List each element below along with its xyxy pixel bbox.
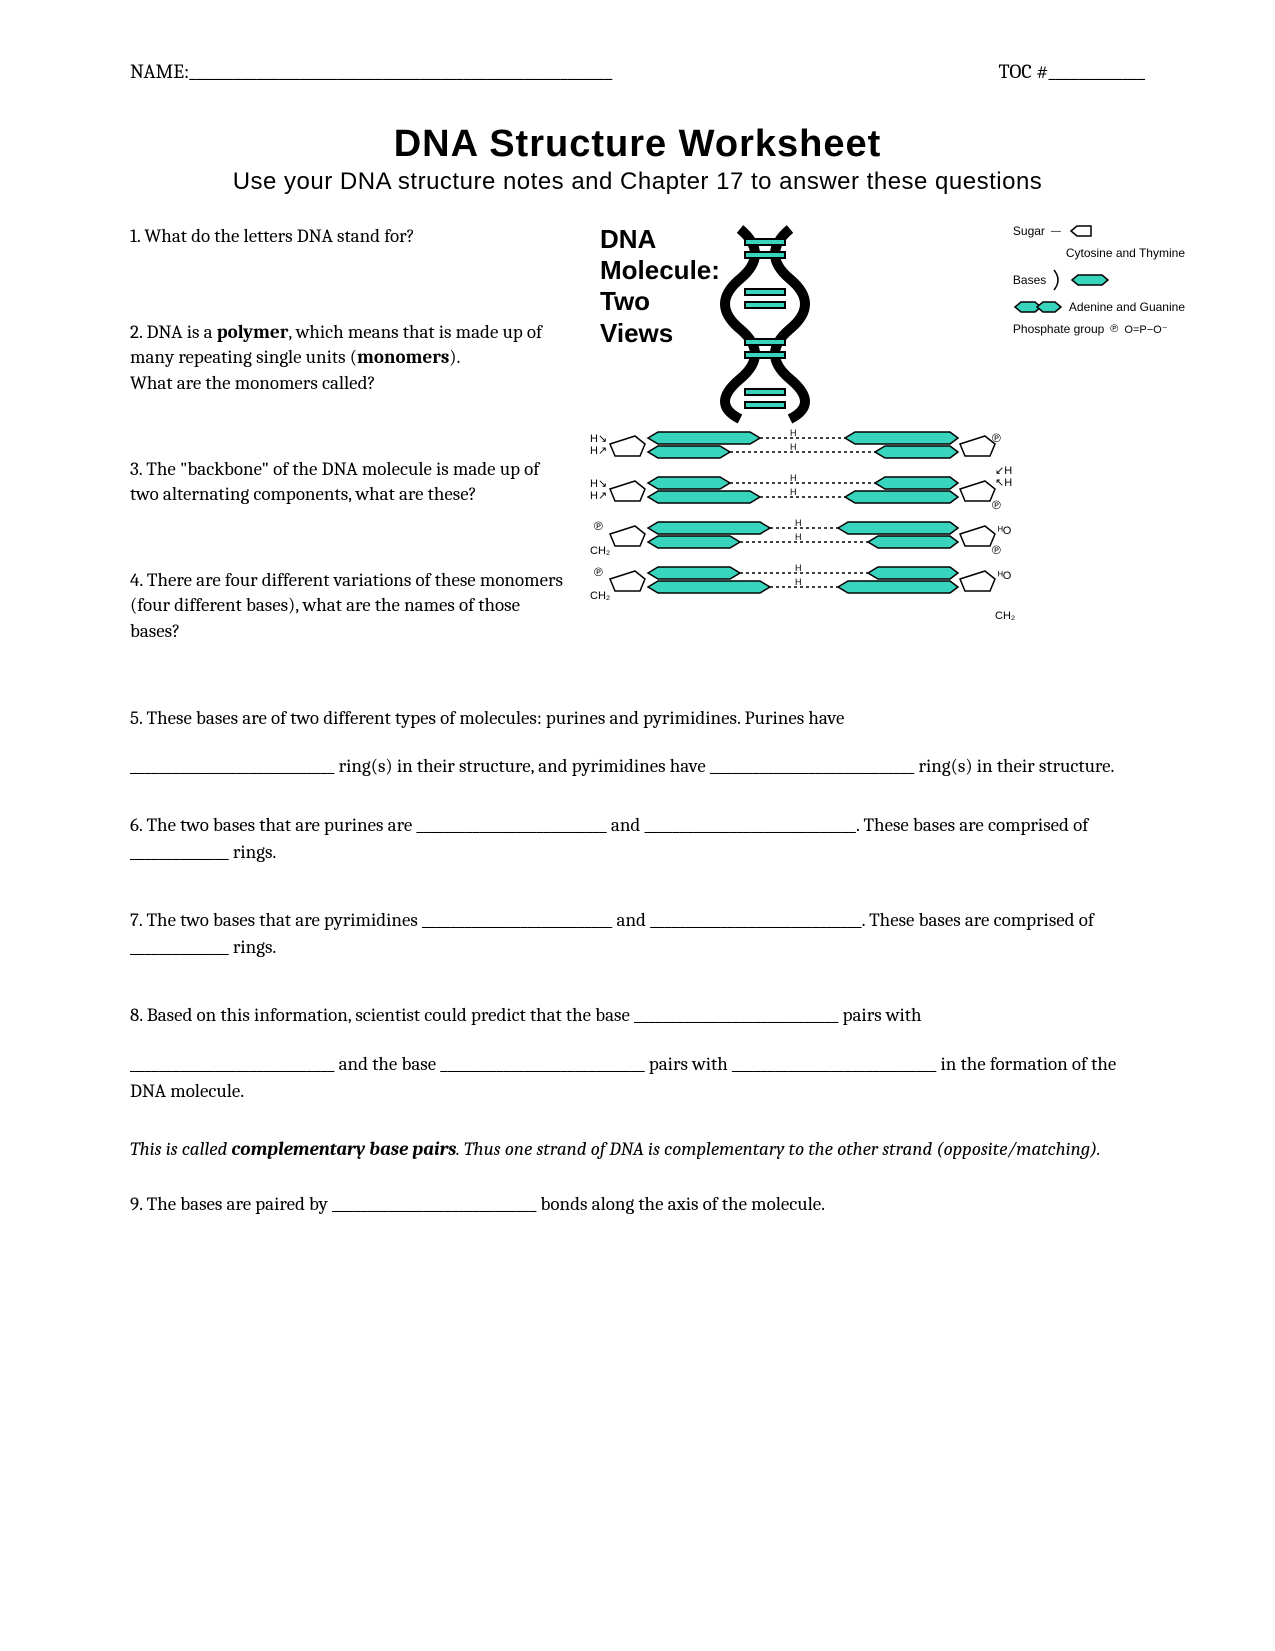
note-b: complementary base pairs: [231, 1138, 456, 1160]
question-7: 7. The two bases that are pyrimidines __…: [130, 907, 1145, 960]
svg-text:℗: ℗: [594, 519, 603, 533]
q8-line2: _____________________________ and the ba…: [130, 1051, 1145, 1104]
dna-ladder-icon: H↘H↗ H↘H↗ CH₂ CH₂ ℗ ℗ ↙H↖H ᴴO ᴴO CH₂ ℗ ℗…: [590, 424, 1020, 624]
svg-text:CH₂: CH₂: [590, 545, 610, 557]
svg-text:H: H: [795, 518, 802, 528]
lower-questions: 5. These bases are of two different type…: [130, 705, 1145, 1218]
note-a: This is called: [130, 1138, 231, 1160]
question-3: 3. The "backbone" of the DNA molecule is…: [130, 457, 570, 508]
diagram-legend: Sugar — Cytosine and Thymine Bases Adeni…: [1013, 224, 1185, 344]
questions-column: 1. What do the letters DNA stand for? 2.…: [130, 224, 570, 645]
svg-text:CH₂: CH₂: [995, 610, 1015, 622]
complementary-note: This is called complementary base pairs.…: [130, 1136, 1145, 1163]
toc-field: TOC #_____________: [999, 60, 1145, 83]
pentagon-icon: [1067, 224, 1095, 238]
question-8: 8. Based on this information, scientist …: [130, 1002, 1145, 1104]
q2-monomers: monomers: [357, 346, 449, 368]
diagram-title-4: Views: [600, 318, 673, 348]
legend-sugar-label: Sugar: [1013, 224, 1045, 238]
legend-ag: Adenine and Guanine: [1013, 300, 1185, 314]
diagram-title: DNA Molecule: Two Views: [600, 224, 720, 349]
diagram-title-1: DNA: [600, 224, 656, 254]
page-subtitle: Use your DNA structure notes and Chapter…: [130, 168, 1145, 196]
svg-text:H↗: H↗: [590, 490, 607, 502]
legend-ct: Cytosine and Thymine: [1013, 246, 1185, 260]
svg-text:H: H: [790, 487, 797, 497]
double-helix-icon: [710, 224, 830, 424]
question-5: 5. These bases are of two different type…: [130, 705, 1145, 780]
svg-text:↙H: ↙H: [995, 465, 1012, 477]
question-6: 6. The two bases that are purines are __…: [130, 812, 1145, 865]
svg-text:H: H: [790, 442, 797, 452]
svg-text:℗: ℗: [992, 543, 1001, 557]
svg-text:℗: ℗: [992, 498, 1001, 512]
svg-text:H↗: H↗: [590, 445, 607, 457]
q2-text-e: ).: [449, 346, 460, 368]
question-2: 2. DNA is a polymer, which means that is…: [130, 320, 570, 397]
q2-text-a: 2. DNA is a: [130, 321, 217, 343]
svg-text:H: H: [790, 428, 797, 438]
page-title: DNA Structure Worksheet: [130, 123, 1145, 166]
svg-text:↖H: ↖H: [995, 477, 1012, 489]
q2-polymer: polymer: [217, 321, 289, 343]
q5-line1: 5. These bases are of two different type…: [130, 705, 1145, 732]
q5-line2: _____________________________ ring(s) in…: [130, 753, 1145, 780]
q2-text-f: What are the monomers called?: [130, 372, 375, 394]
bracket-icon: [1052, 268, 1064, 292]
name-field: NAME:___________________________________…: [130, 60, 612, 83]
legend-sugar: Sugar —: [1013, 224, 1185, 238]
legend-bases-label: Bases: [1013, 273, 1046, 287]
dna-diagram: DNA Molecule: Two Views: [590, 224, 1145, 645]
double-hex-icon: [1013, 300, 1063, 314]
question-1: 1. What do the letters DNA stand for?: [130, 224, 570, 250]
svg-text:H: H: [790, 473, 797, 483]
header-row: NAME:___________________________________…: [130, 60, 1145, 83]
svg-text:H: H: [795, 563, 802, 573]
legend-ct-label: Cytosine and Thymine: [1066, 246, 1185, 260]
svg-text:ᴴO: ᴴO: [998, 525, 1012, 537]
svg-text:H: H: [795, 577, 802, 587]
svg-text:H↘: H↘: [590, 478, 607, 490]
legend-phosphate: Phosphate group ℗ O=P−O⁻: [1013, 322, 1185, 336]
hexagon-icon: [1070, 273, 1110, 287]
svg-text:H: H: [795, 532, 802, 542]
svg-text:ᴴO: ᴴO: [998, 570, 1012, 582]
question-4: 4. There are four different variations o…: [130, 568, 570, 645]
question-9: 9. The bases are paired by _____________…: [130, 1191, 1145, 1218]
svg-text:℗: ℗: [594, 565, 603, 579]
legend-ag-label: Adenine and Guanine: [1069, 300, 1185, 314]
svg-text:CH₂: CH₂: [590, 590, 610, 602]
legend-phosphate-label: Phosphate group: [1013, 322, 1104, 336]
legend-bases: Bases: [1013, 268, 1185, 292]
diagram-title-3: Two: [600, 286, 650, 316]
diagram-title-2: Molecule:: [600, 255, 720, 285]
note-c: . Thus one strand of DNA is complementar…: [456, 1138, 1100, 1160]
q8-line1: 8. Based on this information, scientist …: [130, 1002, 1145, 1029]
svg-text:H↘: H↘: [590, 433, 607, 445]
upper-content: 1. What do the letters DNA stand for? 2.…: [130, 224, 1145, 645]
